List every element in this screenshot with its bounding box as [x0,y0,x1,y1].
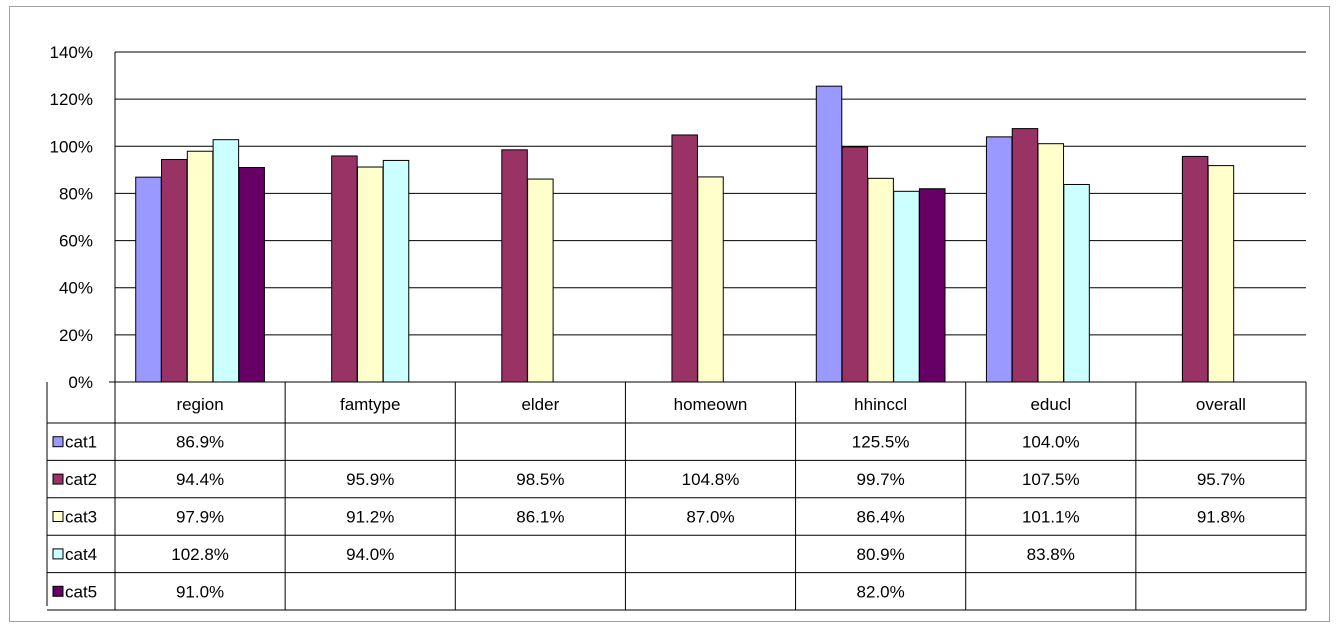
y-tick-label: 120% [50,90,93,109]
legend-key-cat1 [52,436,64,448]
bar-cat3-region [186,150,214,383]
legend-key-cat2 [52,473,64,485]
bar-cat2-elder [501,149,528,383]
legend-label: cat4 [65,545,97,564]
data-cell: 94.0% [346,545,394,564]
data-cell: 98.5% [516,470,564,489]
data-cell: 91.8% [1197,508,1245,527]
data-cell: 86.4% [857,508,905,527]
data-cell: 91.2% [346,508,394,527]
data-cell: 91.0% [176,582,224,601]
data-cell: 83.8% [1027,545,1075,564]
bar-cat2-famtype [331,155,358,383]
data-cell: 104.8% [682,470,740,489]
data-cell: 86.9% [176,433,224,452]
chart-frame [9,6,1330,622]
data-cell: 94.4% [176,470,224,489]
category-label: hhinccl [854,395,907,414]
y-tick-label: 0% [68,373,93,392]
bar-cat3-hhinccl [867,177,894,383]
y-tick-label: 20% [59,326,93,345]
bar-cat4-educl [1063,183,1090,383]
legend-key-cat4 [52,548,64,560]
legend-label: cat5 [65,582,97,601]
bar-cat2-homeown [671,134,698,383]
category-label: educl [1030,395,1071,414]
legend-label: cat1 [65,433,97,452]
bar-cat1-hhinccl [815,85,843,383]
bar-cat4-region [212,139,240,383]
bar-cat1-educl [985,136,1013,383]
bar-cat4-famtype [382,159,410,383]
legend-label: cat2 [65,470,97,489]
data-cell: 95.9% [346,470,394,489]
y-tick-label: 80% [59,184,93,203]
bar-cat2-educl [1011,128,1039,383]
data-cell: 102.8% [171,545,229,564]
data-cell: 87.0% [686,508,734,527]
data-cell: 95.7% [1197,470,1245,489]
legend-key-cat3 [52,511,64,522]
bar-cat2-region [161,158,188,383]
data-cell: 107.5% [1022,470,1080,489]
data-cell: 86.1% [516,508,564,527]
bar-cat2-hhinccl [841,146,869,383]
category-label: region [176,395,223,414]
data-cell: 82.0% [857,582,905,601]
data-cell: 97.9% [176,508,224,527]
legend-key-cat5 [52,585,64,597]
data-cell: 104.0% [1022,433,1080,452]
category-label: famtype [340,395,400,414]
data-cell: 125.5% [852,433,910,452]
y-tick-label: 140% [50,43,93,62]
y-tick-label: 60% [59,232,93,251]
bar-cat5-region [238,167,265,383]
category-label: overall [1196,395,1246,414]
bar-cat3-famtype [356,166,384,383]
bar-cat2-overall [1181,155,1209,383]
bar-cat3-educl [1037,143,1065,383]
bar-cat3-homeown [697,176,724,383]
bar-cat5-hhinccl [918,188,946,383]
bar-cat4-hhinccl [893,190,920,383]
y-tick-label: 100% [50,137,93,156]
data-cell: 99.7% [857,470,905,489]
bar-cat3-overall [1207,165,1235,383]
data-cell: 80.9% [857,545,905,564]
data-cell: 101.1% [1022,508,1080,527]
bar-cat1-region [135,176,162,383]
category-label: elder [521,395,559,414]
y-tick-label: 40% [59,279,93,298]
legend-label: cat3 [65,508,97,527]
category-label: homeown [674,395,748,414]
bar-cat3-elder [527,178,554,383]
